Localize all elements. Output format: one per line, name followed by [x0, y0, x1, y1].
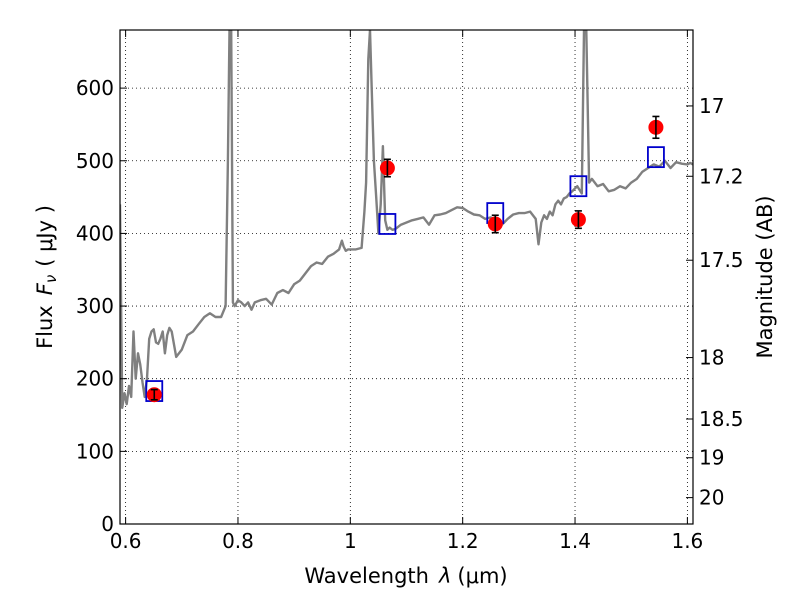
- y-tick-label: 0: [101, 512, 114, 536]
- y2-tick-label: 17: [699, 94, 724, 118]
- model-photometry-square: [647, 146, 665, 169]
- x-tick-label: 0.8: [222, 529, 254, 553]
- y2-tick-label: 17.2: [699, 164, 744, 188]
- x-tick-label: 1: [344, 529, 357, 553]
- x-tick-label: 1.2: [447, 529, 479, 553]
- y-tick-label: 600: [76, 76, 114, 100]
- y2-tick-label: 20: [699, 486, 724, 510]
- y-axis-label: FluxFν( μJy ): [33, 205, 60, 349]
- model-photometry-square: [569, 175, 588, 198]
- y-tick-label: 500: [76, 149, 114, 173]
- x-axis-label: Wavelength λ (μm): [304, 564, 507, 588]
- series-layer: [120, 30, 693, 409]
- y2-axis-label: Magnitude (AB): [753, 195, 777, 358]
- y2-tick-label: 19: [699, 446, 724, 470]
- y2-tick-label: 18.5: [699, 407, 744, 431]
- y-tick-label: 300: [76, 294, 114, 318]
- x-tick-label: 0.6: [110, 529, 142, 553]
- spectrum-line: [120, 30, 693, 409]
- plot-frame: [119, 29, 694, 525]
- x-tick-label: 1.6: [671, 529, 703, 553]
- ticks: 0.6 0.8 1 1.2 1.4 1.6 0 100 200 300 400 500 600 17 17.…: [76, 30, 744, 553]
- y2-tick-label: 18: [699, 346, 724, 370]
- y2-tick-label: 17.5: [699, 248, 744, 272]
- y-tick-label: 100: [76, 439, 114, 463]
- x-tick-label: 1.4: [559, 529, 591, 553]
- model-photometry-square: [378, 213, 397, 235]
- y-tick-label: 200: [76, 367, 114, 391]
- y-tick-label: 400: [76, 221, 114, 245]
